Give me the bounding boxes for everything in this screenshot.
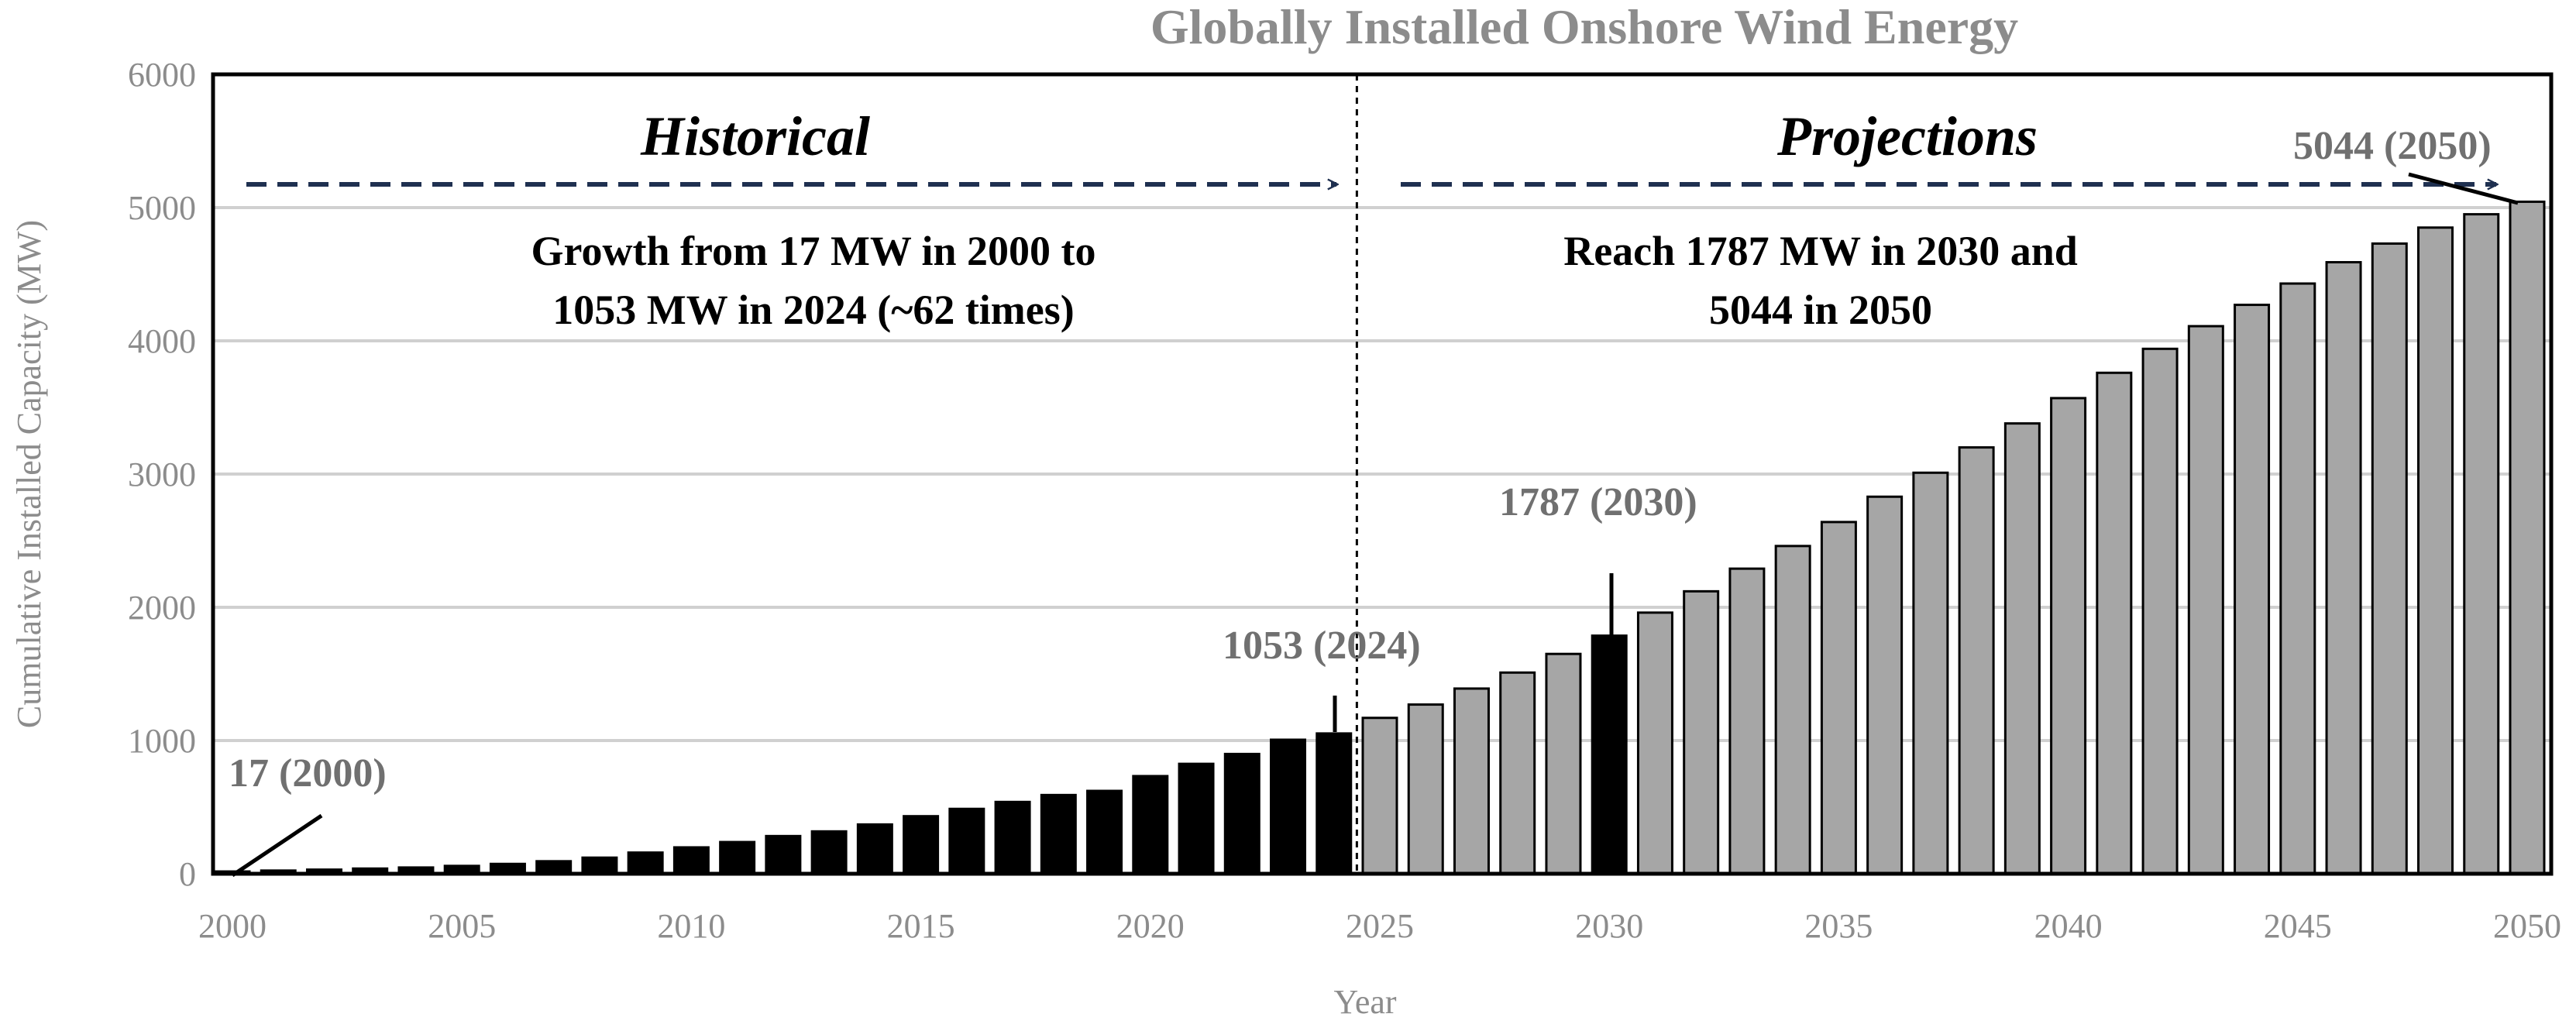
bar-2030 <box>1591 634 1628 875</box>
bar-2050 <box>2509 200 2546 875</box>
bar-2041 <box>2096 371 2133 875</box>
annotation-2050: 5044 (2050) <box>2293 124 2519 205</box>
x-tick-label-2020: 2020 <box>1116 907 1185 945</box>
annotation-2024: 1053 (2024) <box>1223 624 1421 732</box>
y-tick-label-2000: 2000 <box>128 589 196 627</box>
y-tick-label-3000: 3000 <box>128 455 196 493</box>
x-tick-label-2015: 2015 <box>887 907 955 945</box>
x-tick-label-2000: 2000 <box>198 907 267 945</box>
bar-2016 <box>948 807 985 875</box>
bar-2045 <box>2279 282 2316 875</box>
historical-label: Historical <box>640 105 870 167</box>
bar-2046 <box>2325 261 2362 875</box>
x-tick-label-2035: 2035 <box>1804 907 1873 945</box>
bar-2020 <box>1132 775 1169 875</box>
annotation-2000: 17 (2000) <box>229 751 387 878</box>
bar-2014 <box>856 823 893 875</box>
bar-2048 <box>2417 226 2454 875</box>
bar-2010 <box>672 846 710 875</box>
chart-title: Globally Installed Onshore Wind Energy <box>1150 0 2018 54</box>
bar-2033 <box>1728 567 1766 875</box>
bar-2022 <box>1223 752 1260 875</box>
bar-2012 <box>765 834 802 875</box>
bar-2049 <box>2463 213 2500 875</box>
bar-2040 <box>2050 397 2087 875</box>
y-axis-label: Cumulative Installed Capacity (MW) <box>10 220 48 728</box>
bar-2031 <box>1636 611 1673 875</box>
x-tick-label-2025: 2025 <box>1346 907 1414 945</box>
x-tick-label-2040: 2040 <box>2034 907 2103 945</box>
bar-2013 <box>810 830 848 875</box>
bar-2015 <box>903 815 940 875</box>
bar-2039 <box>2003 422 2041 875</box>
bar-2023 <box>1270 738 1307 875</box>
historical-note-line-2: 1053 MW in 2024 (~62 times) <box>552 287 1075 333</box>
bar-2019 <box>1086 789 1123 875</box>
bar-2038 <box>1958 446 1995 875</box>
x-tick-label-2050: 2050 <box>2493 907 2561 945</box>
annotation-2030-label: 1787 (2030) <box>1499 480 1697 524</box>
x-axis-ticks: 2000 2005 2010 2015 2020 2025 2030 2035 2040 2045… <box>198 907 2561 945</box>
bar-2037 <box>1912 471 1949 875</box>
bar-2026 <box>1407 703 1444 875</box>
bar-2034 <box>1774 545 1811 875</box>
projections-note-line-2: 5044 in 2050 <box>1709 287 1932 333</box>
bar-2021 <box>1178 762 1215 875</box>
x-tick-label-2045: 2045 <box>2264 907 2332 945</box>
bar-2009 <box>627 851 664 875</box>
annotation-2030: 1787 (2030) <box>1499 480 1697 635</box>
bar-2036 <box>1866 495 1904 875</box>
y-tick-label-6000: 6000 <box>128 56 196 94</box>
bar-2024 <box>1316 732 1353 875</box>
annotation-2024-label: 1053 (2024) <box>1223 624 1421 668</box>
bar-2047 <box>2371 242 2408 875</box>
x-axis-label: Year <box>1333 983 1396 1021</box>
bars <box>214 200 2546 875</box>
annotation-2000-leader <box>231 813 323 878</box>
y-tick-label-5000: 5000 <box>128 189 196 227</box>
x-tick-label-2010: 2010 <box>657 907 725 945</box>
annotation-2000-label: 17 (2000) <box>229 751 387 796</box>
y-tick-label-1000: 1000 <box>128 722 196 760</box>
bar-2042 <box>2141 347 2179 875</box>
bar-2032 <box>1683 589 1720 875</box>
x-tick-label-2030: 2030 <box>1575 907 1643 945</box>
annotation-2050-label: 5044 (2050) <box>2293 124 2492 168</box>
bar-2008 <box>581 856 618 875</box>
bar-2028 <box>1499 671 1536 875</box>
projections-label: Projections <box>1776 105 2038 167</box>
y-tick-label-4000: 4000 <box>128 322 196 360</box>
bar-2025 <box>1361 717 1398 875</box>
annotation-2050-leader <box>2408 172 2519 205</box>
y-axis-ticks: 0 1000 2000 3000 4000 5000 6000 <box>128 56 196 893</box>
y-tick-label-0: 0 <box>179 855 196 893</box>
bar-2044 <box>2234 304 2271 875</box>
bar-2043 <box>2187 325 2224 875</box>
bar-2035 <box>1820 521 1857 875</box>
bar-2018 <box>1040 793 1077 875</box>
plot-frame <box>211 72 2554 876</box>
historical-note-line-1: Growth from 17 MW in 2000 to <box>531 228 1096 274</box>
bar-2027 <box>1453 687 1490 875</box>
bar-2011 <box>719 840 756 875</box>
x-tick-label-2005: 2005 <box>428 907 496 945</box>
projections-note-line-1: Reach 1787 MW in 2030 and <box>1563 228 2078 274</box>
bar-2017 <box>994 800 1031 875</box>
bar-2029 <box>1545 652 1582 875</box>
